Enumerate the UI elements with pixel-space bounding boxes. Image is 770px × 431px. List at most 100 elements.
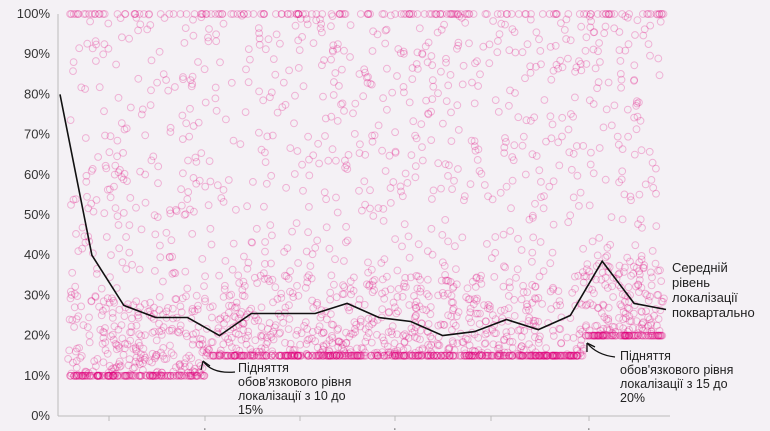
scatter-point: [646, 292, 654, 301]
scatter-point: [227, 333, 236, 342]
scatter-point: [607, 10, 616, 18]
scatter-point: [104, 371, 113, 380]
scatter-point: [307, 274, 316, 283]
scatter-point: [507, 327, 516, 336]
scatter-point: [569, 149, 578, 158]
scatter-point: [87, 297, 96, 305]
scatter-point: [215, 315, 223, 324]
scatter-point: [482, 317, 490, 326]
scatter-point: [424, 38, 433, 47]
scatter-point: [110, 322, 119, 331]
scatter-point: [166, 371, 175, 380]
scatter-point: [123, 340, 132, 349]
scatter-point: [134, 26, 143, 35]
scatter-point: [427, 107, 436, 116]
scatter-point: [163, 371, 172, 380]
scatter-point: [468, 78, 476, 87]
scatter-point: [443, 10, 451, 18]
scatter-point: [284, 351, 293, 360]
scatter-point: [248, 348, 257, 357]
scatter-point: [381, 287, 390, 296]
scatter-point: [410, 314, 419, 322]
scatter-point: [526, 351, 534, 360]
scatter-point: [112, 345, 121, 354]
scatter-point: [282, 351, 291, 360]
scatter-point: [591, 64, 600, 73]
scatter-point: [136, 354, 145, 363]
scatter-point: [93, 371, 102, 380]
scatter-point: [253, 351, 262, 360]
scatter-point: [448, 351, 457, 360]
scatter-point: [413, 284, 422, 293]
scatter-point: [371, 351, 380, 360]
scatter-point: [280, 271, 289, 280]
scatter-point: [131, 357, 140, 366]
scatter-point: [328, 145, 337, 154]
scatter-point: [327, 10, 336, 18]
scatter-point: [145, 371, 154, 380]
scatter-point: [409, 10, 418, 18]
scatter-point: [494, 351, 503, 360]
scatter-point: [152, 371, 161, 380]
scatter-point: [192, 291, 201, 300]
scatter-point: [453, 101, 462, 110]
scatter-point: [243, 202, 252, 211]
scatter-point: [399, 351, 408, 360]
scatter-point: [423, 58, 432, 67]
scatter-point: [523, 351, 531, 360]
scatter-point: [70, 371, 78, 380]
scatter-point: [338, 99, 347, 108]
scatter-point: [432, 351, 441, 360]
scatter-point: [237, 351, 246, 360]
scatter-point: [569, 351, 577, 360]
scatter-point: [571, 301, 580, 310]
scatter-point: [327, 112, 336, 121]
scatter-point: [100, 10, 109, 18]
scatter-point: [481, 10, 490, 18]
scatter-point: [314, 139, 323, 148]
scatter-point: [438, 289, 447, 297]
scatter-point: [583, 300, 592, 309]
scatter-point: [75, 44, 84, 53]
scatter-point: [111, 161, 120, 170]
scatter-point: [422, 306, 431, 315]
scatter-point: [211, 94, 220, 103]
scatter-point: [112, 341, 121, 349]
scatter-point: [488, 195, 497, 204]
scatter-point: [113, 371, 122, 380]
scatter-point: [182, 10, 191, 18]
scatter-point: [97, 311, 106, 320]
scatter-point: [95, 371, 104, 380]
scatter-point: [92, 57, 100, 65]
scatter-point: [564, 54, 572, 63]
scatter-point: [347, 290, 356, 299]
scatter-point: [93, 371, 102, 380]
scatter-point: [135, 10, 144, 18]
scatter-point: [364, 314, 373, 323]
scatter-point: [356, 10, 365, 18]
scatter-point: [353, 351, 362, 360]
scatter-point: [595, 144, 604, 152]
scatter-point: [654, 291, 663, 299]
scatter-point: [511, 48, 520, 57]
scatter-point: [186, 371, 195, 380]
scatter-point: [129, 371, 138, 380]
scatter-point: [273, 108, 282, 117]
scatter-point: [108, 309, 117, 317]
scatter-point: [550, 351, 559, 360]
scatter-point: [407, 151, 416, 160]
scatter-point: [322, 351, 331, 360]
scatter-point: [576, 325, 585, 334]
scatter-point: [140, 10, 148, 18]
scatter-point: [493, 48, 502, 57]
scatter-point: [329, 351, 338, 360]
scatter-point: [400, 351, 409, 360]
scatter-point: [116, 14, 125, 23]
scatter-point: [287, 351, 296, 360]
scatter-point: [641, 331, 650, 340]
scatter-point: [254, 24, 263, 33]
scatter-point: [582, 321, 590, 330]
scatter-point: [655, 10, 664, 18]
scatter-point: [261, 158, 270, 167]
scatter-point: [72, 363, 81, 372]
